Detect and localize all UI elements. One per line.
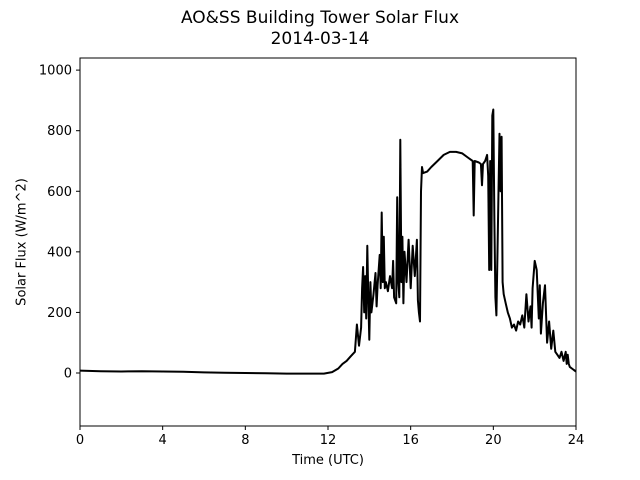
y-tick-label: 200 — [47, 306, 72, 321]
x-tick-label: 12 — [320, 433, 337, 448]
x-tick-label: 20 — [485, 433, 502, 448]
y-tick-label: 400 — [47, 245, 72, 260]
y-axis-label: Solar Flux (W/m^2) — [14, 178, 30, 306]
x-tick-label: 8 — [241, 433, 249, 448]
x-tick-label: 24 — [568, 433, 585, 448]
y-tick-label: 600 — [47, 185, 72, 200]
y-tick-label: 800 — [47, 124, 72, 139]
x-axis-label: Time (UTC) — [292, 453, 364, 468]
x-tick-label: 4 — [159, 433, 167, 448]
y-tick-label: 0 — [64, 366, 72, 381]
chart-subtitle: 2014-03-14 — [270, 29, 370, 49]
y-axis-ticks: 0 200 400 600 800 1000 — [39, 64, 80, 381]
x-axis-ticks: 0 4 8 12 16 20 24 — [76, 426, 584, 448]
y-tick-label: 1000 — [39, 64, 72, 79]
series-line — [79, 108, 577, 375]
x-tick-label: 0 — [76, 433, 84, 448]
plot-frame — [79, 57, 577, 427]
x-tick-label: 16 — [402, 433, 419, 448]
chart-title: AO&SS Building Tower Solar Flux — [180, 8, 460, 28]
